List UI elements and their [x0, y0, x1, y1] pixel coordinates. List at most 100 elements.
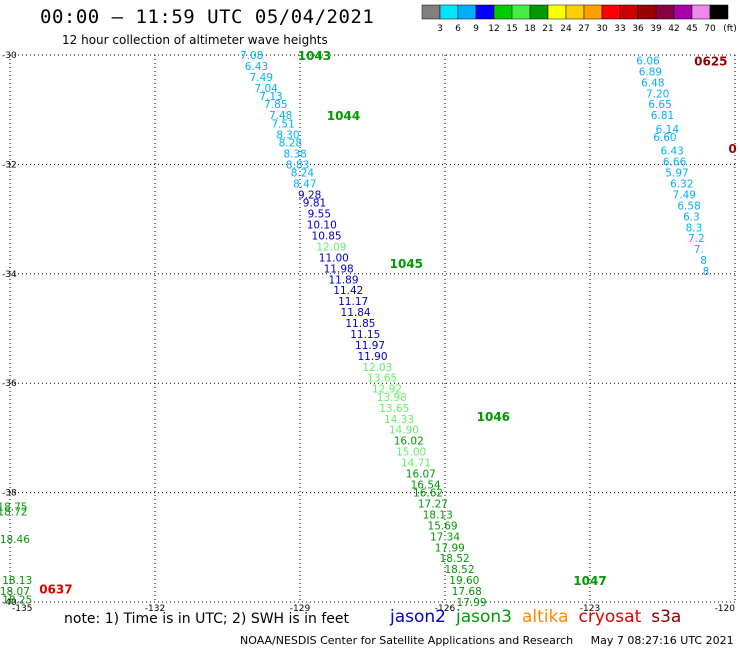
swh-value: 7.20	[646, 88, 669, 100]
swh-value: 18.52	[440, 553, 470, 565]
swh-value: 17.27	[418, 499, 448, 511]
colorbar-label: 70	[704, 24, 716, 34]
swh-value: 11.00	[319, 252, 349, 264]
legend-jason2: jason2	[390, 607, 446, 627]
swh-value: 7.	[694, 244, 704, 256]
legend-s3a: s3a	[651, 607, 682, 627]
colorbar-label: 30	[596, 24, 608, 34]
swh-value: 6.89	[639, 66, 662, 78]
swh-value: 14.33	[384, 414, 414, 426]
legend-jason3: jason3	[456, 607, 512, 627]
colorbar-label: 15	[506, 24, 517, 34]
colorbar-label: 12	[488, 24, 499, 34]
swh-value: 17.34	[430, 531, 460, 543]
swh-value: 7.85	[264, 99, 287, 111]
swh-value: 8.3	[686, 222, 703, 234]
swh-value: 18.07	[0, 586, 30, 598]
swh-value: 7.51	[271, 118, 294, 130]
footer-timestamp: May 7 08:27:16 UTC 2021	[590, 634, 734, 647]
swh-value: 12.92	[372, 384, 402, 396]
colorbar-label: 45	[686, 24, 697, 34]
swh-value: 7.48	[269, 110, 292, 122]
swh-value: 7.08	[240, 50, 263, 62]
lat-tick-label: -36	[2, 379, 17, 389]
swh-value: 18.46	[0, 534, 30, 546]
swh-value: 19.60	[449, 575, 479, 587]
swh-value: 6.48	[641, 77, 664, 89]
pass-time-label: 1044	[327, 109, 360, 123]
colorbar-label: 9	[473, 24, 479, 34]
swh-value: 6.65	[648, 99, 671, 111]
pass-time-label: 0637	[39, 582, 72, 596]
colorbar-label: 36	[632, 24, 644, 34]
lon-tick-label: -129	[290, 604, 311, 614]
swh-value: 6.66	[663, 157, 687, 169]
swh-value: 11.15	[350, 329, 380, 341]
colorbar-label: 21	[542, 24, 553, 34]
colorbar-label: 39	[650, 24, 662, 34]
lon-tick-label: -135	[12, 604, 32, 614]
swh-value: 8	[703, 266, 710, 278]
pass-time-label: 0625	[694, 54, 727, 68]
lon-tick-label: -123	[580, 604, 600, 614]
swh-value: 18.72	[0, 507, 27, 519]
legend-cryosat: cryosat	[578, 607, 642, 627]
swh-value: 7.2	[688, 233, 705, 245]
swh-value: 11.90	[357, 351, 387, 363]
swh-value: 12.03	[362, 362, 392, 374]
swh-value: 11.42	[333, 285, 363, 297]
swh-value: 11.17	[338, 296, 368, 308]
swh-value: 18.13	[423, 509, 453, 521]
swh-value: 11.85	[345, 318, 375, 330]
lon-tick-label: -120	[715, 604, 736, 614]
swh-value: 17.99	[457, 597, 487, 609]
swh-value: 16.07	[406, 468, 436, 480]
colorbar-label: 27	[578, 24, 589, 34]
swh-value: 11.84	[341, 307, 371, 319]
swh-value: 8.28	[279, 138, 302, 150]
lat-tick-label: -32	[2, 160, 17, 170]
pass-time-label: 1046	[477, 410, 510, 424]
swh-value: 13.65	[379, 403, 409, 415]
swh-value: 11.89	[328, 274, 358, 286]
colorbar: 3 6 9 12 15 18 21 24 27 30 33 36 39 42 45 70 (ft)	[421, 4, 737, 34]
lon-tick-label: -132	[145, 604, 165, 614]
swh-value: 15.00	[396, 447, 426, 459]
colorbar-label: (ft)	[723, 24, 737, 34]
swh-value: 6.81	[651, 110, 674, 122]
colorbar-label: 18	[524, 24, 536, 34]
swh-value: 6.06	[636, 55, 660, 67]
colorbar-label: 3	[437, 24, 443, 34]
swh-value: 18.13	[2, 575, 32, 587]
note-text: note: 1) Time is in UTC; 2) SWH is in fe…	[64, 611, 350, 627]
swh-value: 9.81	[303, 198, 326, 210]
swh-value: 18.75	[0, 501, 27, 513]
swh-value: 10.10	[307, 220, 337, 232]
swh-value: 16.02	[394, 436, 424, 448]
swh-value: 14.71	[401, 458, 431, 470]
page-subtitle: 12 hour collection of altimeter wave hei…	[62, 33, 328, 47]
swh-value: 8.47	[293, 179, 316, 191]
lat-tick-label: -34	[2, 270, 17, 280]
swh-value: 7.49	[673, 189, 696, 201]
swh-value: 8.83	[286, 159, 309, 171]
lat-tick-label: -38	[2, 489, 17, 499]
swh-value: 11.98	[324, 263, 354, 275]
satellite-legend: jason2 jason3 altika cryosat s3a	[390, 607, 691, 627]
swh-value: 6.32	[670, 179, 693, 191]
pass-time-label: 1043	[298, 49, 331, 63]
swh-value: 12.09	[316, 241, 346, 253]
swh-value: 6.3	[683, 211, 700, 223]
swh-value: 8.24	[291, 168, 315, 180]
swh-value: 8.30	[276, 129, 299, 141]
swh-value: 10.85	[312, 231, 342, 243]
footer: NOAA/NESDIS Center for Satellite Applica…	[240, 634, 734, 647]
swh-value: 16.62	[413, 488, 443, 500]
swh-value: 11.97	[355, 340, 385, 352]
swh-value: 5.97	[665, 168, 688, 180]
legend-altika: altika	[522, 607, 569, 627]
swh-value: 7.49	[250, 72, 273, 84]
lat-tick-label: -30	[2, 51, 17, 61]
pass-time-label: 0	[728, 142, 736, 156]
colorbar-swatch	[709, 4, 729, 20]
